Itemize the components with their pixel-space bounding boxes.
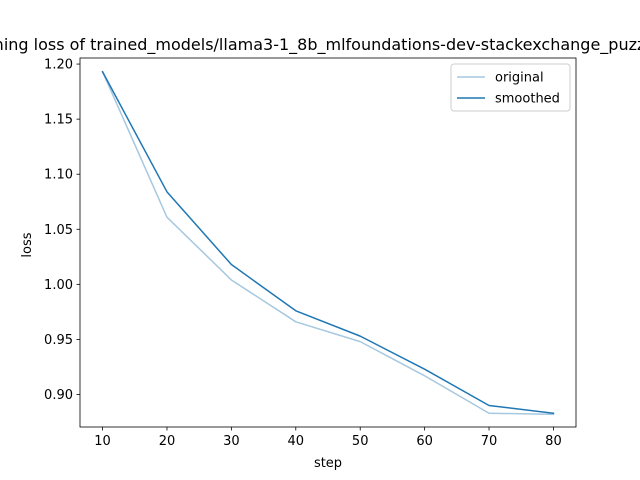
x-tick-label: 70 bbox=[481, 434, 498, 449]
y-tick-label: 1.10 bbox=[44, 168, 73, 183]
legend-label-original: original bbox=[495, 71, 544, 86]
chart-title: Training loss of trained_models/llama3-1… bbox=[0, 35, 640, 55]
y-axis-label: loss bbox=[20, 232, 35, 257]
x-tick-label: 50 bbox=[352, 434, 369, 449]
x-tick-label: 40 bbox=[288, 434, 305, 449]
plot-area: 10 20 30 40 50 60 70 80 0.90 0.95 1.00 1.05 1.10 1.15… bbox=[44, 57, 577, 449]
y-tick-label: 1.20 bbox=[44, 58, 73, 73]
x-tick-label: 30 bbox=[223, 434, 240, 449]
y-tick-label: 0.95 bbox=[44, 333, 73, 348]
y-tick-label: 1.00 bbox=[44, 278, 73, 293]
x-tick-label: 10 bbox=[94, 434, 111, 449]
series-line-original bbox=[101, 70, 555, 416]
y-tick-label: 0.90 bbox=[44, 388, 73, 403]
x-axis-label: step bbox=[314, 456, 342, 471]
x-tick-label: 80 bbox=[545, 434, 562, 449]
x-tick-label: 60 bbox=[416, 434, 433, 449]
legend-label-smoothed: smoothed bbox=[495, 92, 560, 107]
legend-box bbox=[450, 63, 571, 112]
y-tick-label: 1.05 bbox=[44, 223, 73, 238]
series-line-smoothed bbox=[101, 70, 555, 415]
legend: original smoothed bbox=[450, 63, 571, 112]
plot-frame bbox=[79, 57, 577, 428]
y-tick-label: 1.15 bbox=[44, 113, 73, 128]
x-tick-label: 20 bbox=[159, 434, 176, 449]
